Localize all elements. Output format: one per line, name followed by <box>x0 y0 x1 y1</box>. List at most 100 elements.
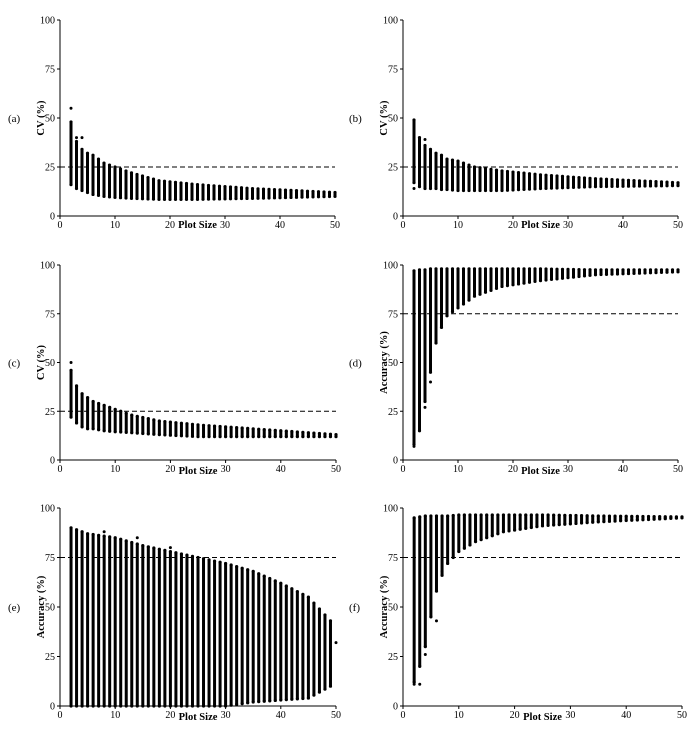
data-point <box>574 521 578 526</box>
data-point <box>604 184 609 189</box>
data-series <box>69 106 337 201</box>
data-point <box>489 188 493 193</box>
data-point <box>516 171 521 175</box>
data-point <box>648 179 653 183</box>
data-point <box>301 435 305 439</box>
data-point <box>124 539 128 543</box>
data-point <box>328 435 333 439</box>
data-point <box>637 271 642 275</box>
data-point <box>322 190 326 194</box>
data-point <box>157 704 161 708</box>
data-point <box>224 561 228 566</box>
x-axis-title: Plot Size <box>178 220 217 231</box>
data-point <box>511 170 515 174</box>
data-point <box>146 197 150 201</box>
data-point <box>240 566 244 570</box>
data-point <box>119 430 123 434</box>
y-tick-label: 75 <box>45 553 55 564</box>
data-point <box>312 601 316 605</box>
data-point <box>518 527 522 531</box>
data-point <box>328 619 333 623</box>
data-point <box>234 185 238 189</box>
data-point <box>75 136 78 140</box>
data-series <box>412 267 680 448</box>
data-point <box>69 361 73 364</box>
data-point <box>327 194 332 199</box>
data-point <box>327 190 332 194</box>
data-point <box>582 268 587 272</box>
data-point <box>555 267 559 271</box>
y-tick-label: 0 <box>50 456 55 467</box>
data-point <box>621 178 625 182</box>
data-point <box>540 524 545 528</box>
data-point <box>582 185 587 189</box>
data-point <box>217 184 222 188</box>
data-point <box>451 513 455 518</box>
y-tick-label: 50 <box>388 358 398 369</box>
data-point <box>279 429 283 433</box>
y-tick-label: 50 <box>388 114 398 125</box>
data-point <box>615 178 620 182</box>
data-point <box>290 435 294 439</box>
data-point <box>546 523 550 528</box>
data-point <box>450 310 455 314</box>
y-tick-label: 50 <box>45 114 55 125</box>
chart-panel: 0 25 50 75 100 0 10 20 30 40 50 Plot Size CV (%) (b) <box>349 16 683 232</box>
data-point <box>86 427 90 431</box>
data-point <box>289 188 293 192</box>
data-point <box>151 177 156 181</box>
data-point <box>654 271 658 275</box>
data-point <box>563 513 567 517</box>
data-point <box>490 513 494 517</box>
data-point <box>577 175 581 180</box>
x-tick-label: 20 <box>165 710 175 721</box>
data-point <box>246 701 250 705</box>
data-point <box>102 403 106 407</box>
data-point <box>130 540 134 545</box>
data-point <box>648 268 653 272</box>
data-point <box>533 279 537 284</box>
data-point <box>615 272 620 276</box>
data-point <box>563 522 567 526</box>
data-point <box>490 534 494 538</box>
data-point <box>240 435 244 439</box>
data-point <box>635 514 639 518</box>
data-point <box>676 270 680 274</box>
data-point <box>184 197 189 201</box>
data-point <box>69 415 73 419</box>
data-point <box>585 521 589 525</box>
data-point <box>305 189 310 193</box>
data-point <box>86 704 90 708</box>
data-point <box>141 704 145 708</box>
data-point <box>157 433 161 437</box>
data-point <box>445 314 449 318</box>
data-point <box>173 180 178 184</box>
y-tick-label: 25 <box>388 163 398 174</box>
data-point <box>440 573 444 577</box>
data-point <box>646 514 651 519</box>
data-point <box>301 430 305 434</box>
y-tick-label: 50 <box>45 603 55 614</box>
y-tick-label: 100 <box>383 504 398 515</box>
data-point <box>566 175 570 179</box>
data-point <box>74 421 79 425</box>
data-point <box>190 197 194 201</box>
data-point <box>552 523 556 527</box>
data-point <box>207 558 211 562</box>
data-point <box>239 196 244 201</box>
data-point <box>489 167 493 171</box>
data-point <box>538 279 543 283</box>
data-point <box>566 267 570 271</box>
data-point <box>456 159 460 163</box>
data-point <box>599 184 603 189</box>
x-tick-label: 40 <box>621 710 631 721</box>
y-tick-label: 75 <box>45 65 55 76</box>
data-point <box>568 522 573 526</box>
x-tick-label: 30 <box>221 464 231 475</box>
data-point <box>74 139 79 144</box>
data-point <box>434 186 438 191</box>
data-point <box>207 435 211 439</box>
data-point <box>151 197 156 201</box>
data-point <box>80 392 84 396</box>
data-point <box>461 161 466 165</box>
